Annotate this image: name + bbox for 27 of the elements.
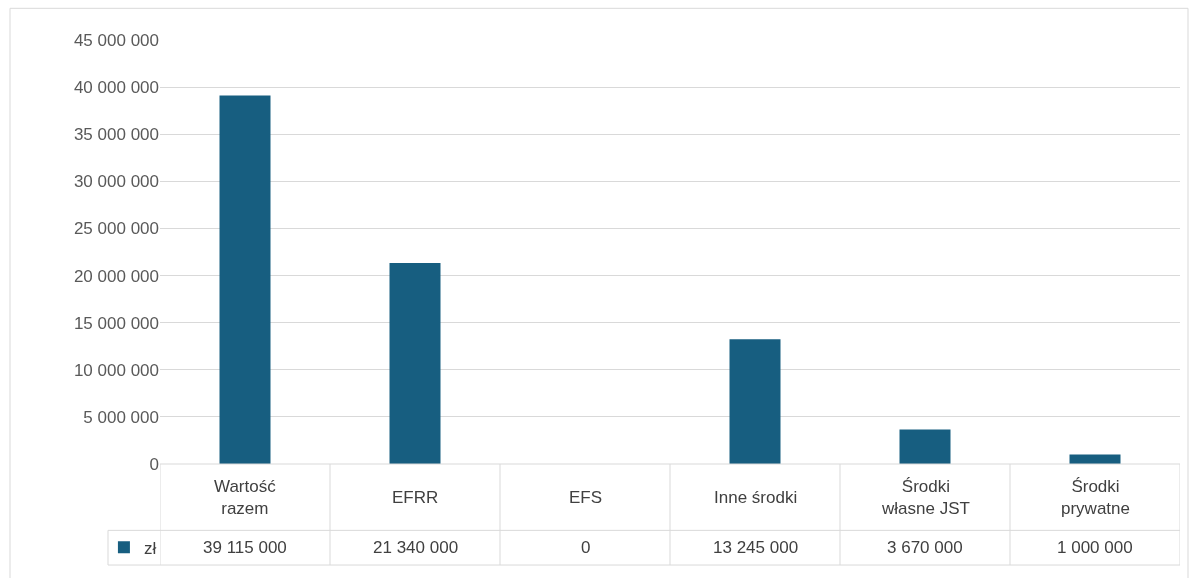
data-label: 21 340 000	[373, 538, 459, 557]
y-tick-label: 10 000 000	[73, 360, 159, 380]
data-label: 13 245 000	[713, 538, 799, 557]
bar	[219, 95, 271, 464]
data-label: 39 115 000	[203, 538, 287, 557]
legend-label: zł	[143, 538, 157, 558]
y-tick-label: 25 000 000	[73, 219, 159, 239]
y-tick-label: 30 000 000	[73, 172, 159, 192]
x-tick-label: Środki prywatne	[1061, 477, 1130, 519]
data-label: 1 000 000	[1057, 538, 1133, 557]
bar	[899, 429, 951, 464]
y-tick-label: 0	[149, 454, 159, 474]
y-tick-label: 20 000 000	[73, 266, 159, 286]
bar	[389, 262, 441, 464]
y-tick-label: 45 000 000	[73, 30, 159, 50]
y-tick-label: 35 000 000	[73, 125, 159, 145]
x-tick-label: Wartość razem	[214, 477, 277, 519]
y-tick-label: 5 000 000	[83, 407, 159, 427]
data-label: 0	[581, 538, 591, 557]
bar	[729, 339, 781, 464]
data-label: 3 670 000	[887, 538, 963, 557]
y-tick-label: 15 000 000	[73, 313, 159, 333]
x-tick-label: Środki własne JST	[881, 477, 970, 519]
x-tick-label: EFRR	[392, 488, 439, 507]
y-tick-label: 40 000 000	[73, 78, 159, 98]
x-tick-label: EFS	[569, 488, 603, 507]
x-tick-label: Inne środki	[714, 488, 798, 507]
